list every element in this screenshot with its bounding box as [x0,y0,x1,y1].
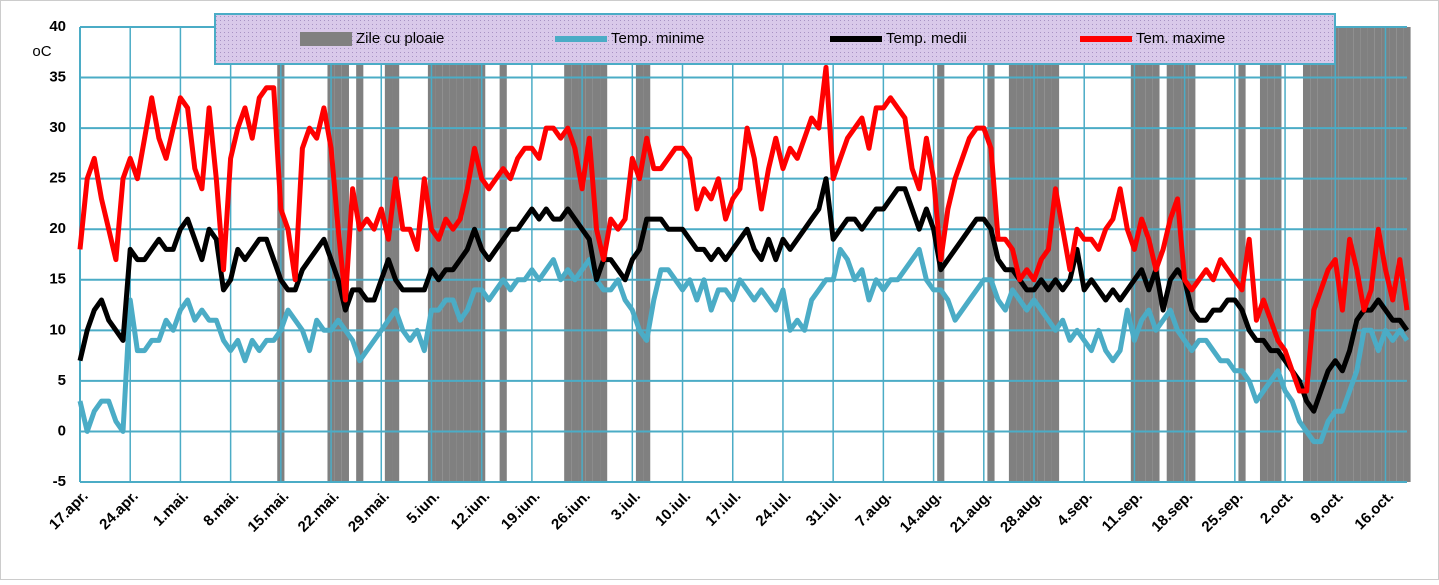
rain-bar [571,27,579,482]
legend: Zile cu ploaie Temp. minime Temp. medii Tem… [214,13,1336,65]
data-line [77,246,1410,445]
rain-bar [1152,27,1160,482]
rain-bar [456,27,464,482]
rain-bar [1353,27,1361,482]
y-axis-label: oC [32,43,51,60]
rain-bar [643,27,651,482]
rain-bar [1051,27,1060,482]
rain-bar [1166,27,1174,482]
rain-bar [470,27,479,482]
rain-bar [1145,27,1153,482]
rain-bar [1188,27,1196,482]
rain-bar [1044,27,1052,482]
legend-swatch [300,32,352,46]
rain-bar [356,27,364,482]
rain-bar [987,27,995,482]
y-tick-label: 5 [58,372,66,389]
y-tick-label: 30 [49,119,66,136]
rain-bar [1396,27,1404,482]
rain-bar [1238,27,1246,482]
rain-bar [1317,27,1325,482]
rain-bar [1374,27,1382,482]
rain-bar [1274,27,1282,482]
rain-bar [449,27,457,482]
y-tick-label: 35 [49,69,66,86]
rain-bar [1360,27,1368,482]
y-tick-label: 0 [58,422,66,439]
y-tick-label: -5 [53,473,66,490]
rain-bar [1302,27,1311,482]
rain-bar [1389,27,1397,482]
rain-bar [1338,27,1347,482]
rain-bar [435,27,443,482]
rain-bar [1037,27,1045,482]
rain-bar [1023,27,1031,482]
rain-bar [1267,27,1275,482]
legend-label: Temp. minime [611,30,704,47]
rain-bar [392,27,400,482]
rain-bar [1367,27,1375,482]
rain-bar [442,27,450,482]
legend-box [214,13,1336,65]
rain-bar [1403,27,1411,482]
rain-bar [592,27,601,482]
rain-bar [635,27,644,482]
rain-bar [1016,27,1024,482]
y-tick-label: 20 [49,220,66,237]
rain-bar [1138,27,1146,482]
rain-bar [1173,27,1182,482]
rain-bar [341,27,349,482]
legend-label: Tem. maxime [1136,30,1225,47]
legend-label: Temp. medii [886,30,967,47]
y-tick-label: 15 [49,271,66,288]
y-tick-label: 25 [49,170,66,187]
rain-bar [463,27,471,482]
y-tick-label: 10 [49,321,66,338]
rain-bar [1259,27,1268,482]
data-line [77,64,1410,394]
rain-bar [334,27,342,482]
rain-bar [585,27,593,482]
rain-bar [1310,27,1318,482]
y-tick-label: 40 [49,18,66,35]
rain-bar [564,27,572,482]
rain-bar [499,27,507,482]
legend-label: Zile cu ploaie [356,30,444,47]
rain-bar [1324,27,1332,482]
rain-bar [384,27,393,482]
